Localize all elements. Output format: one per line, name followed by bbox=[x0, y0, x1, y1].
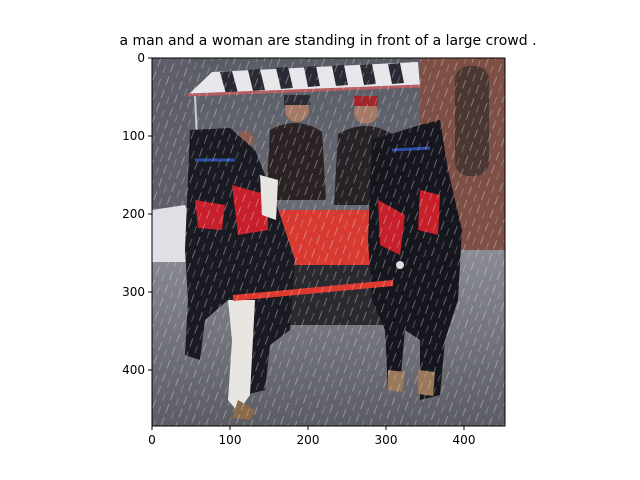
x-tick-label: 0 bbox=[148, 433, 156, 447]
y-tick-label: 400 bbox=[122, 363, 145, 377]
axes-frame bbox=[151, 57, 506, 427]
y-tick-label: 300 bbox=[122, 285, 145, 299]
falling-snow bbox=[152, 58, 505, 426]
y-axis: 0 100 200 300 400 bbox=[122, 51, 152, 377]
plot-title: a man and a woman are standing in front … bbox=[119, 33, 537, 49]
x-axis: 0 100 200 300 400 bbox=[148, 426, 475, 447]
y-tick-label: 0 bbox=[137, 51, 145, 65]
photo bbox=[152, 58, 505, 426]
x-tick-label: 300 bbox=[375, 433, 398, 447]
y-tick-label: 100 bbox=[122, 129, 145, 143]
x-tick-label: 200 bbox=[297, 433, 320, 447]
x-tick-label: 100 bbox=[219, 433, 242, 447]
y-tick-label: 200 bbox=[122, 207, 145, 221]
x-tick-label: 400 bbox=[453, 433, 476, 447]
